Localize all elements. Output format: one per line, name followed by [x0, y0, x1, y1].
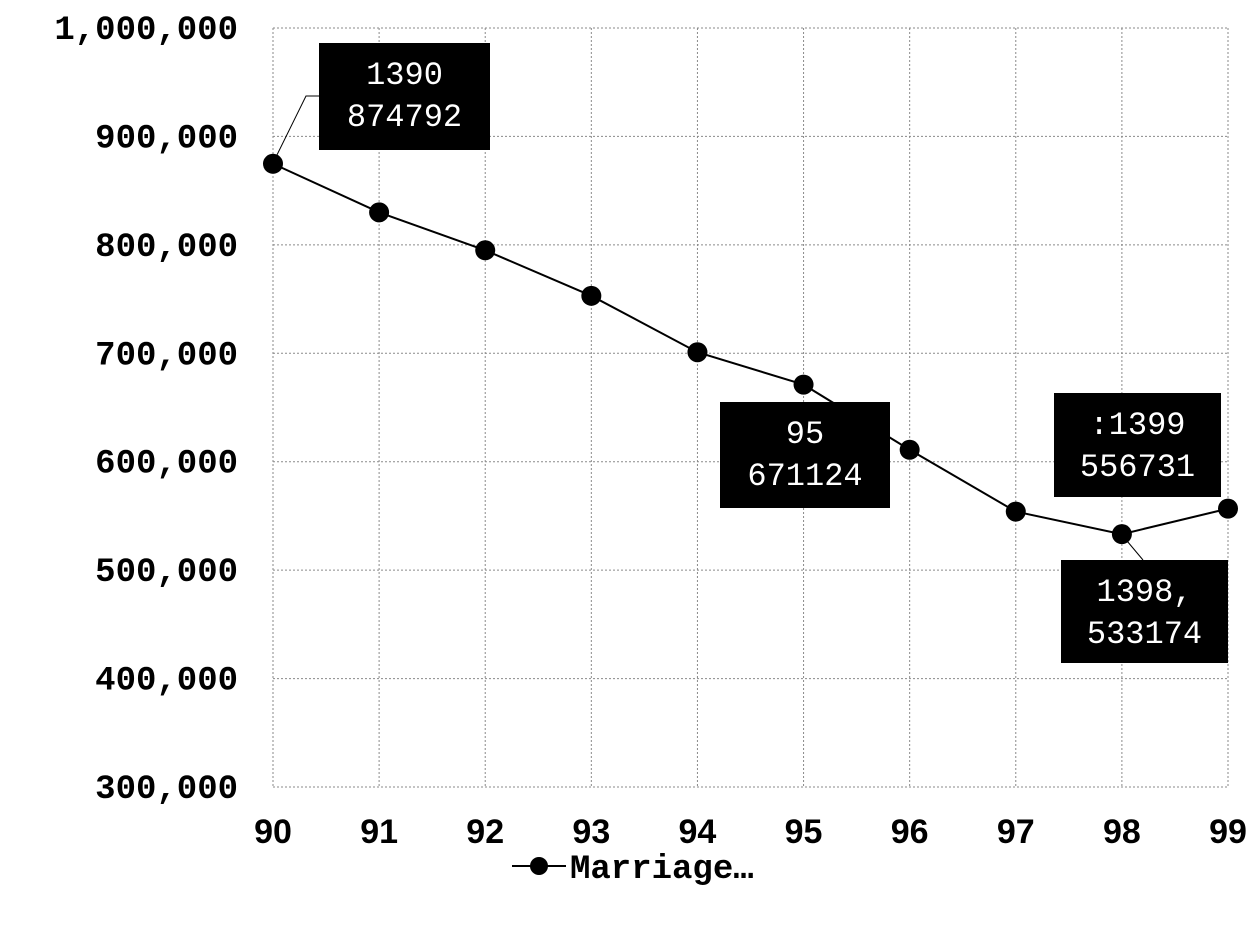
data-label-text: :1399 — [1089, 407, 1185, 444]
x-tick-label: 95 — [785, 813, 823, 851]
y-tick-label: 600,000 — [95, 446, 238, 484]
legend-marker-icon — [530, 857, 548, 875]
data-point — [475, 240, 496, 261]
data-point — [1111, 524, 1132, 545]
data-point — [263, 153, 283, 174]
x-tick-label: 94 — [679, 813, 717, 851]
data-label-box — [1054, 393, 1221, 497]
y-tick-label: 500,000 — [95, 554, 238, 592]
x-axis-ticks: 90 91 92 93 94 95 96 97 98 99 — [254, 813, 1247, 851]
x-tick-label: 99 — [1209, 813, 1247, 851]
x-tick-label: 98 — [1103, 813, 1141, 851]
x-tick-label: 90 — [254, 813, 292, 851]
data-point — [687, 342, 708, 363]
y-tick-label: 1,000,000 — [54, 12, 238, 50]
data-point — [1218, 498, 1238, 519]
label-leader-line — [272, 95, 319, 164]
data-label-text: 671124 — [747, 458, 862, 495]
x-tick-label: 93 — [572, 813, 610, 851]
legend: Marriage… — [512, 851, 754, 889]
data-point — [369, 202, 390, 223]
data-label-box — [720, 402, 890, 508]
legend-label: Marriage… — [570, 851, 754, 889]
data-label-text: 1390 — [366, 57, 443, 94]
series-line — [272, 162, 1229, 536]
data-label-text: 1398, — [1096, 574, 1192, 611]
data-label-text: 533174 — [1087, 616, 1202, 653]
x-tick-label: 97 — [997, 813, 1035, 851]
data-labels: 1390 874792 95 671124 1398, 533174 :1399 556731 — [272, 43, 1228, 663]
x-tick-label: 96 — [891, 813, 929, 851]
data-point — [899, 439, 920, 460]
data-label-text: 556731 — [1080, 449, 1195, 486]
y-tick-label: 900,000 — [95, 120, 238, 158]
y-tick-label: 700,000 — [95, 337, 238, 375]
x-tick-label: 92 — [466, 813, 504, 851]
label-leader-line — [1121, 534, 1144, 561]
data-label-box — [1061, 560, 1228, 663]
data-label-box — [319, 43, 490, 150]
series-marriage — [263, 153, 1238, 545]
y-tick-label: 300,000 — [95, 771, 238, 809]
data-label-text: 874792 — [347, 99, 462, 136]
y-axis-ticks: 1,000,000 900,000 800,000 700,000 600,000 500… — [54, 12, 238, 809]
data-point — [1005, 501, 1026, 522]
data-label-text: 95 — [786, 416, 824, 453]
data-point — [793, 374, 814, 395]
y-tick-label: 800,000 — [95, 229, 238, 267]
y-tick-label: 400,000 — [95, 663, 238, 701]
x-tick-label: 91 — [360, 813, 398, 851]
data-point — [581, 285, 602, 306]
